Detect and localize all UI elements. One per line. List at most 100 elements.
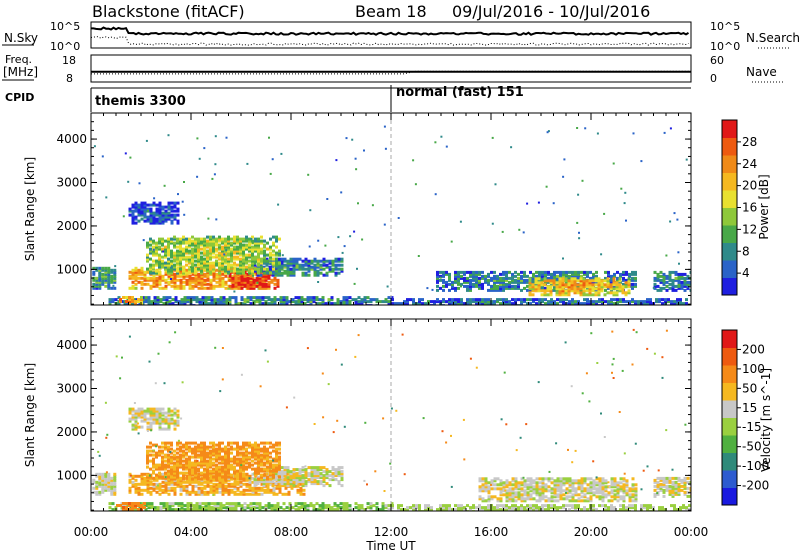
heatmap-cell [233,459,236,463]
heatmap-cell [221,486,225,490]
heatmap-cell [333,504,337,508]
heatmap-cell [269,263,272,266]
heatmap-cell [173,201,177,205]
heatmap-cell [179,237,182,241]
heatmap-cell [197,453,200,457]
heatmap-cell [146,473,149,477]
heatmap-cell [170,278,172,280]
heatmap-cell [215,237,218,241]
heatmap-cell [155,465,158,469]
heatmap-cell [505,272,508,276]
heatmap-cell [101,278,105,282]
heatmap-cell [276,506,280,510]
heatmap-cell [256,273,260,277]
heatmap-cell [436,278,439,282]
heatmap-cell [267,286,271,290]
heatmap-cell [668,274,672,278]
heatmap-cell [185,457,188,461]
heatmap-cell [176,278,180,282]
heatmap-cell [221,465,224,469]
heatmap-cell [330,302,334,305]
heatmap-cell [194,241,197,245]
heatmap-cell [579,287,583,291]
heatmap-cell [140,504,143,507]
heatmap-cell [221,475,224,479]
heatmap-cell [173,411,177,415]
heatmap-cell [469,280,472,284]
heatmap-cell [146,276,150,280]
heatmap-cell [301,265,305,269]
heatmap-cell [197,455,200,459]
heatmap-cell [161,263,164,267]
heatmap-cell [246,300,250,304]
heatmap-cell [155,407,159,411]
heatmap-cell [140,282,144,286]
heatmap-cell [170,239,173,243]
heatmap-cell [322,261,326,265]
heatmap-cell [349,235,352,238]
heatmap-cell [266,441,269,445]
heatmap-cell [128,486,132,490]
heatmap-cell [214,135,217,138]
heatmap-cell [104,270,108,274]
heatmap-cell [269,441,272,445]
heatmap-cell [272,235,275,239]
heatmap-cell [155,263,158,267]
heatmap-cell [261,298,265,302]
heatmap-cell [168,504,172,508]
heatmap-cell [218,265,221,269]
heatmap-cell [161,459,164,463]
heatmap-cell [215,218,218,221]
heatmap-cell [312,298,316,302]
heatmap-cell [384,298,388,302]
heatmap-cell [134,221,138,225]
heatmap-cell [269,471,272,475]
heatmap-cell [251,259,254,263]
heatmap-cell [683,282,687,286]
heatmap-cell [243,506,247,510]
heatmap-cell [171,508,175,511]
heatmap-cell [252,274,254,277]
heatmap-cell [207,508,211,511]
heatmap-cell [381,504,385,508]
heatmap-cell [194,471,197,475]
heatmap-cell [532,300,535,304]
heatmap-cell [254,457,257,461]
cpid-label: CPID [5,91,34,104]
heatmap-cell [615,293,619,297]
heatmap-cell [607,300,610,304]
heatmap-cell [248,253,251,257]
heatmap-cell [659,278,663,282]
heatmap-cell [98,280,102,284]
heatmap-cell [643,302,646,305]
heatmap-cell [152,219,156,223]
heatmap-cell [155,217,159,221]
heatmap-cell [237,280,241,284]
heatmap-cell [240,274,244,278]
heatmap-cell [245,478,249,482]
heatmap-cell [328,478,332,482]
heatmap-cell [114,298,118,302]
heatmap-cell [270,298,274,302]
heatmap-cell [448,288,451,292]
heatmap-cell [164,482,168,486]
heatmap-cell [153,298,157,302]
heatmap-cell [261,276,265,280]
heatmap-cell [334,468,338,472]
heatmap-cell [375,502,379,506]
heatmap-cell [173,467,176,471]
heatmap-cell [271,265,275,269]
heatmap-cell [167,492,171,496]
heatmap-cell [565,280,568,284]
heatmap-cell [490,276,493,280]
heatmap-cell [158,237,161,241]
heatmap-cell [436,298,439,302]
heatmap-cell [618,285,622,289]
heatmap-cell [634,270,637,274]
heatmap-cell [526,274,529,278]
heatmap-cell [143,502,146,505]
heatmap-cell [264,506,268,510]
heatmap-cell [236,271,239,275]
heatmap-cell [301,482,305,486]
heatmap-cell [272,463,275,467]
